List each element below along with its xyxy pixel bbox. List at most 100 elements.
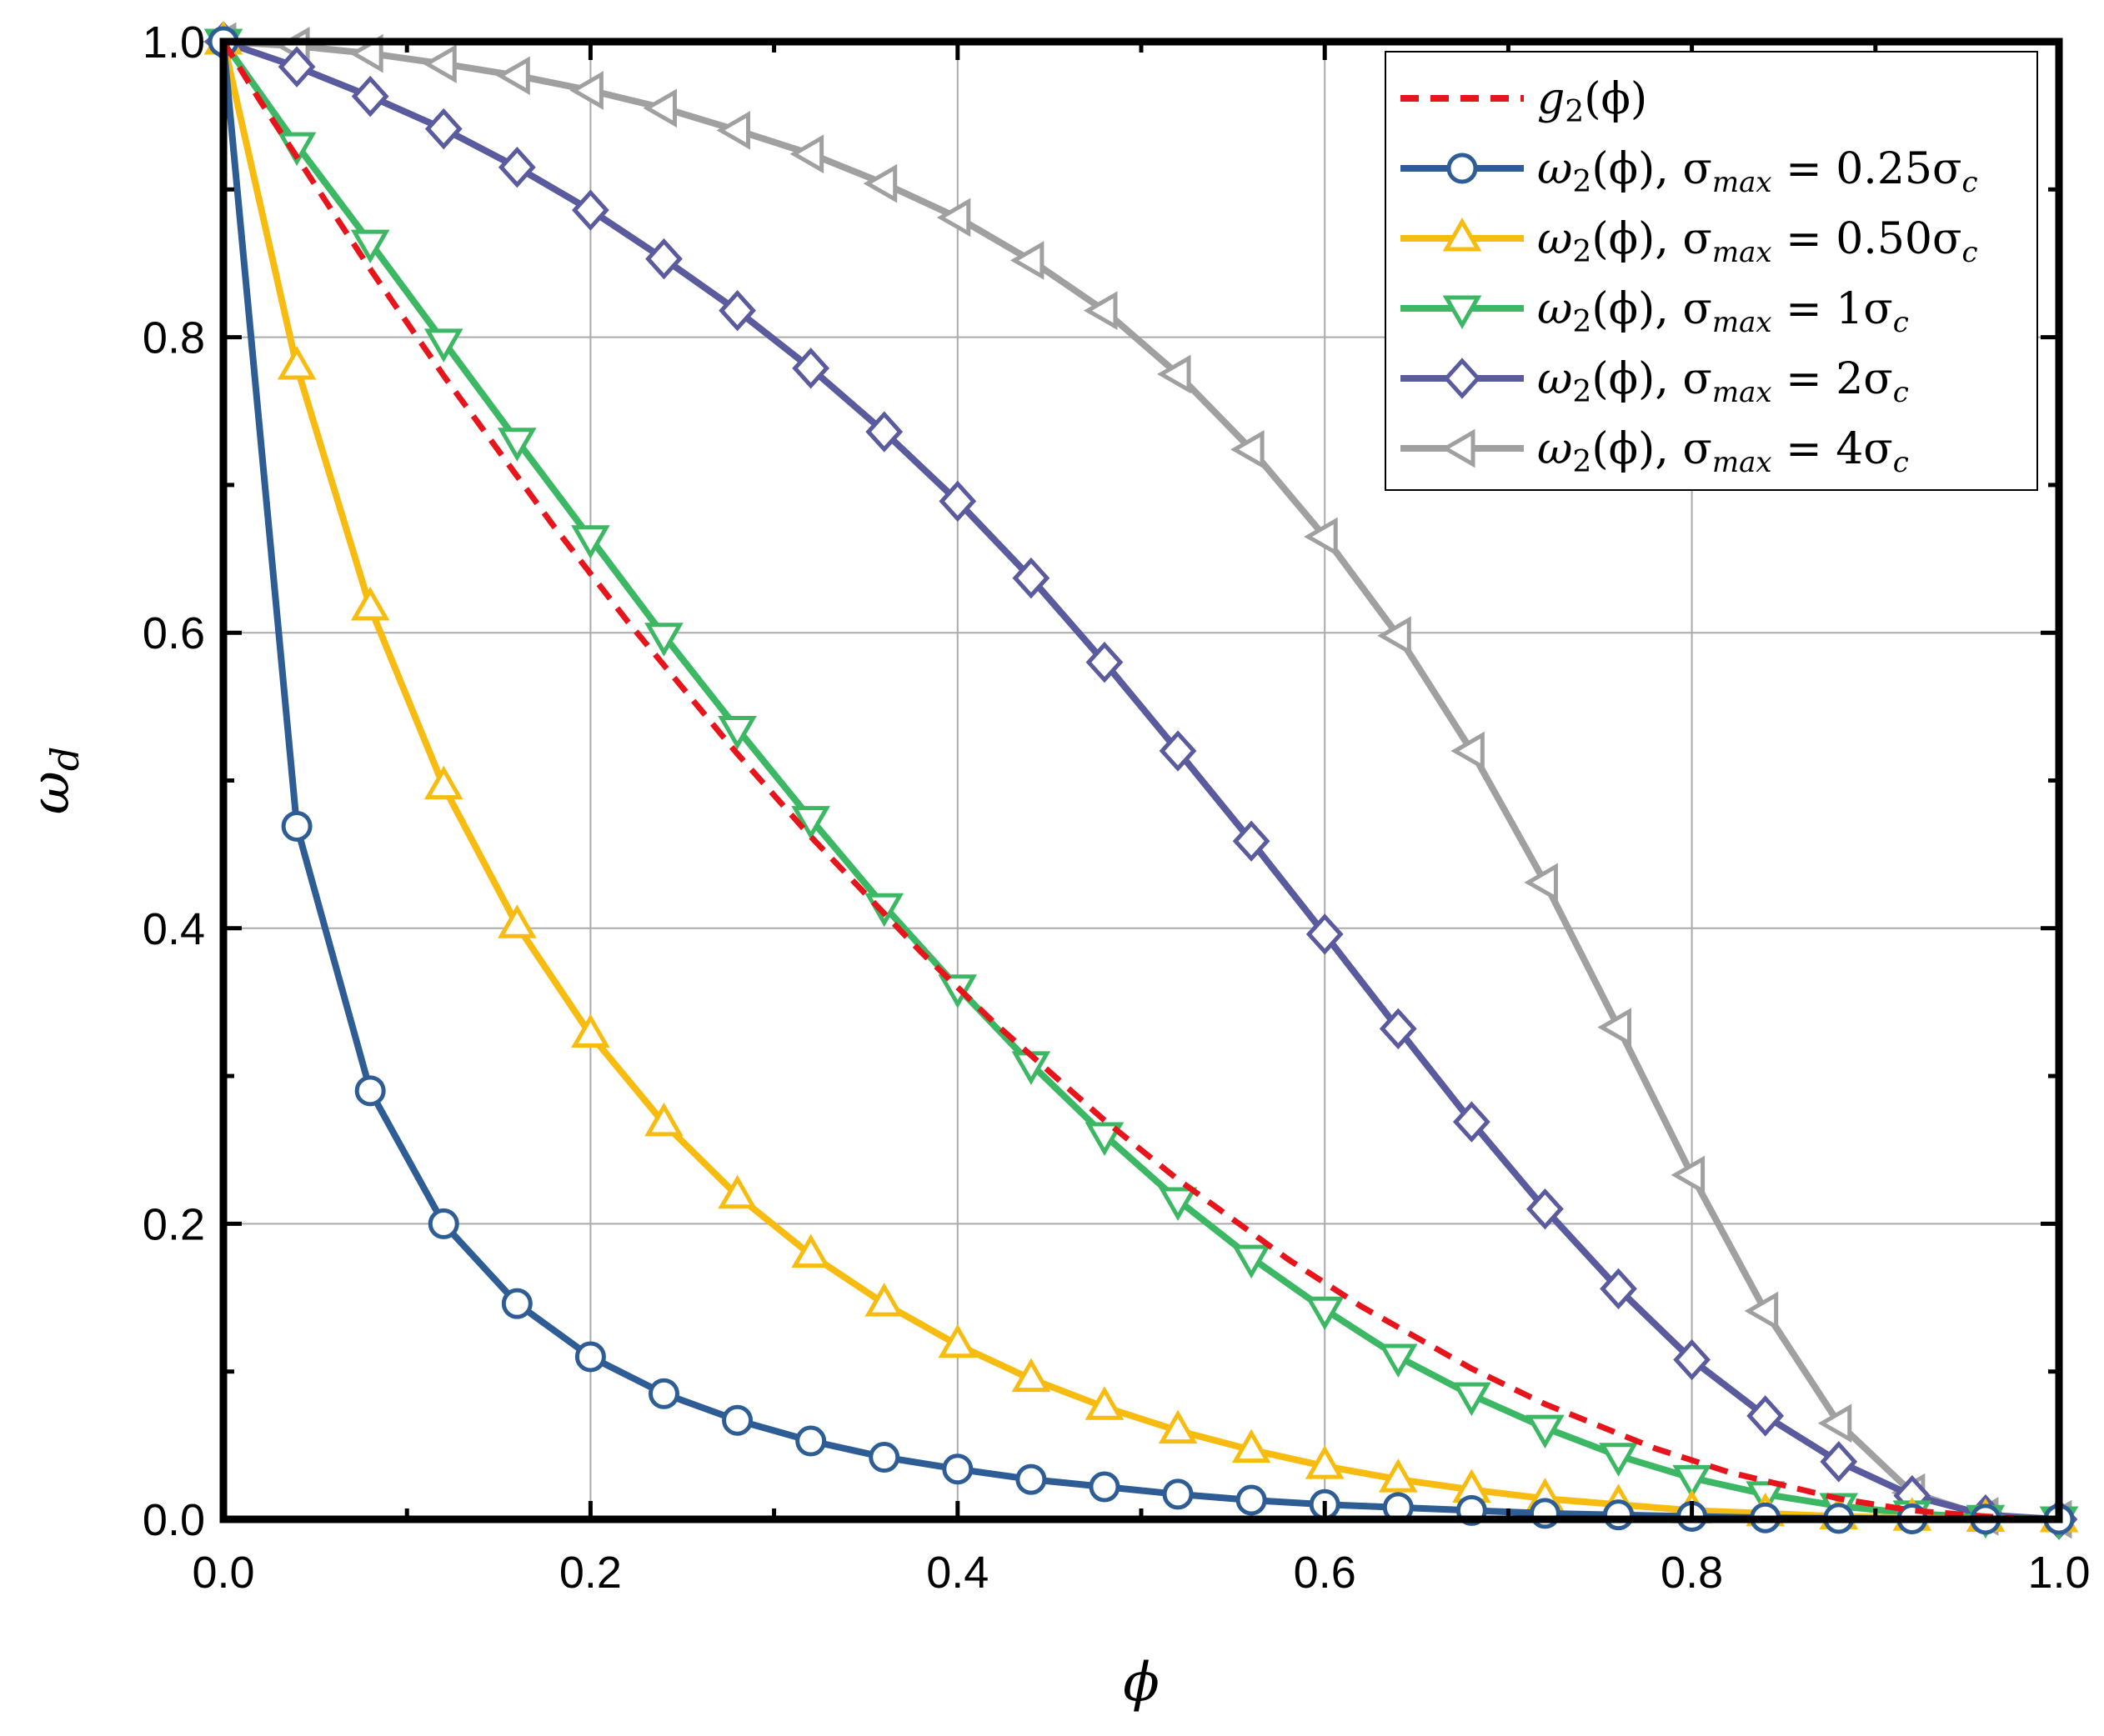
legend-box [1385,51,2038,491]
data-point [1305,913,1344,955]
data-point [1162,1478,1194,1510]
data-point [719,289,756,332]
data-point [350,587,390,621]
legend-entry: ω2(ϕ), σmax = 0.25σc [1400,144,1978,199]
legend-label: ω2(ϕ), σmax = 2σc [1537,354,1909,409]
y-axis-title-main: ω [20,771,82,814]
data-point [1452,1382,1491,1417]
legend-label-main: ω [1537,424,1572,474]
data-point [569,71,604,110]
legend-label-main: ω [1537,214,1572,264]
data-point [791,1233,830,1268]
legend-label-c-sub: c [1961,166,1977,199]
x-tick-label: 0.6 [1294,1548,1356,1598]
data-point [1378,1343,1418,1378]
legend-entry: ω2(ϕ), σmax = 4σc [1400,424,1909,479]
data-point [1085,1386,1125,1420]
data-point [1525,1414,1565,1449]
data-point [1235,1484,1267,1516]
legend-label-tail: = 0.50σ [1772,214,1962,264]
data-point [1015,1463,1047,1495]
data-point [1452,1101,1490,1143]
legend-label-sigma-sub: max [1712,236,1772,269]
y-tick-label: 0.2 [143,1199,205,1249]
y-tick-label: 0.6 [143,608,205,658]
data-point [1009,241,1044,280]
legend-label-sigma-sub: max [1712,446,1772,479]
data-point [1012,557,1050,599]
data-point [423,44,457,83]
legend-label-sub: 2 [1572,305,1591,339]
data-point [1158,1409,1198,1444]
data-point [1305,1296,1345,1331]
data-point [718,715,757,750]
legend-label-rest: (ϕ), σ [1591,144,1712,194]
data-point [496,56,530,96]
y-axis-title: ωd [20,747,88,815]
x-axis-title: ϕ [1123,1652,1160,1713]
legend-label-sub: 2 [1572,445,1591,479]
x-tick-label: 0.2 [559,1548,622,1598]
legend-label-main: g [1537,74,1565,124]
series-line [220,38,2062,1523]
data-point [648,1378,679,1409]
data-point [1672,1464,1711,1499]
y-tick-label: 1.0 [143,18,205,68]
data-point [277,346,317,380]
data-point [1379,1008,1417,1050]
data-point [795,1425,827,1457]
x-tick-label: 0.4 [926,1548,989,1598]
legend-label-main: ω [1537,284,1572,334]
data-point [1603,1499,1635,1531]
data-point [1378,1458,1418,1493]
data-point [498,146,536,188]
data-point [1820,1441,1858,1483]
legend-label-tail: = 4σ [1772,424,1893,474]
legend-label-sigma-sub: max [1712,166,1772,199]
data-point [864,1283,904,1317]
data-point [571,1013,610,1048]
data-point [643,88,677,128]
data-point [1744,1291,1779,1331]
data-point [1597,1008,1632,1047]
x-tick-label: 0.8 [1661,1548,1723,1598]
data-point [1746,1395,1785,1437]
data-point [1442,217,1482,252]
data-point [1377,616,1411,656]
data-point [1305,1445,1345,1479]
legend-label-tail: = 2σ [1772,354,1893,404]
data-point [1232,820,1270,862]
data-point [1673,1338,1711,1381]
data-point [1600,1268,1637,1310]
data-point [424,108,463,150]
data-point [1157,354,1191,394]
data-point [1230,430,1265,469]
legend-label-main: ω [1537,144,1572,194]
data-point [501,1288,533,1319]
data-point [1011,1358,1051,1393]
data-point [939,480,977,523]
legend-entry: ω2(ϕ), σmax = 1σc [1400,284,1909,339]
series-layer [202,20,2079,1541]
x-tick-label: 1.0 [2027,1548,2090,1598]
legend-label-c-sub: c [1893,306,1909,339]
y-axis-title-sub: d [43,747,88,771]
data-point [349,33,383,73]
data-point [644,623,684,657]
legend-label-main: ω [1537,354,1572,404]
legend-label: ω2(ϕ), σmax = 1σc [1537,284,1909,339]
legend-entry: ω2(ϕ), σmax = 2σc [1400,354,1909,409]
legend-entry: ω2(ϕ), σmax = 0.50σc [1400,214,1978,269]
data-point [423,765,463,800]
legend-label-rest: (ϕ), σ [1591,354,1712,404]
data-point [278,46,316,88]
legend-label-sub: 2 [1572,375,1591,409]
legend-label-c-sub: c [1961,236,1977,269]
data-point [722,1404,754,1436]
data-point [281,810,313,842]
series-0 [221,40,2060,1523]
data-point [1446,153,1478,184]
legend-label-sigma-sub: max [1712,376,1772,409]
series-line [221,40,2060,1523]
